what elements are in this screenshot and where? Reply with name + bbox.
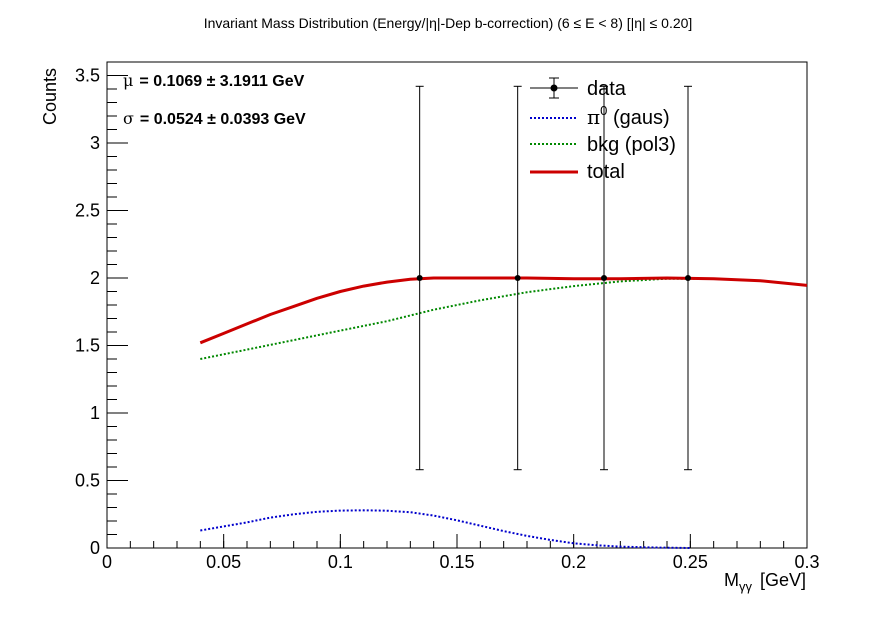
total-fit-curve bbox=[199, 276, 808, 345]
y-axis-title: Counts bbox=[40, 68, 60, 125]
data-point bbox=[601, 275, 607, 281]
y-tick-label: 3 bbox=[90, 133, 100, 153]
axis-ticks: 0 0.05 0.1 0.15 0.2 0.25 0.3 0 0.5 1 1.5 2 2.5 3 3.5 bbox=[75, 61, 820, 572]
y-tick-label: 2.5 bbox=[75, 201, 100, 221]
fit-sigma: σ = 0.0524 ± 0.0393 GeV bbox=[123, 109, 306, 128]
legend-pi0-symbol: π bbox=[587, 105, 600, 129]
y-tick-label: 1 bbox=[90, 403, 100, 423]
x-tick-label: 0.25 bbox=[673, 552, 708, 572]
fit-mu-value: = 0.1069 ± 3.1911 GeV bbox=[139, 73, 304, 90]
legend-data-marker bbox=[550, 84, 558, 92]
x-tick-label: 0.05 bbox=[206, 552, 241, 572]
plot-frame bbox=[106, 61, 808, 549]
data-point bbox=[416, 275, 423, 281]
legend-label-bkg: bkg (pol3) bbox=[587, 134, 676, 156]
data-point bbox=[514, 275, 521, 281]
fit-results: μ = 0.1069 ± 3.1911 GeV σ = 0.0524 ± 0.039… bbox=[123, 71, 306, 128]
legend-pi0-rest: (gaus) bbox=[607, 107, 669, 129]
fit-curves bbox=[199, 276, 808, 549]
legend-label-pi0: π0 (gaus) bbox=[587, 103, 670, 129]
fit-mu: μ = 0.1069 ± 3.1911 GeV bbox=[123, 71, 305, 90]
y-tick-label: 2 bbox=[90, 268, 100, 288]
fit-mu-symbol: μ bbox=[123, 71, 133, 90]
chart-title: Invariant Mass Distribution (Energy/|η|-… bbox=[204, 15, 693, 31]
y-tick-label: 0.5 bbox=[75, 471, 100, 491]
x-tick-label: 0.3 bbox=[794, 552, 819, 572]
data-point bbox=[685, 275, 691, 281]
fit-sigma-value: = 0.0524 ± 0.0393 GeV bbox=[140, 111, 306, 128]
x-axis-title-main: M bbox=[724, 570, 739, 590]
legend-label-total: total bbox=[587, 161, 625, 183]
x-tick-label: 0.2 bbox=[561, 552, 586, 572]
y-tick-label: 0 bbox=[90, 538, 100, 558]
x-axis-title: Mγγ [GeV] bbox=[724, 570, 806, 594]
x-tick-label: 0.1 bbox=[328, 552, 353, 572]
pi0-gaus-curve bbox=[200, 509, 691, 549]
x-axis-title-unit: [GeV] bbox=[760, 570, 806, 590]
legend: data π0 (gaus) bkg (pol3) total bbox=[530, 77, 676, 183]
legend-pi0-sup: 0 bbox=[600, 103, 607, 118]
legend-label-data: data bbox=[587, 78, 627, 100]
x-tick-label: 0.15 bbox=[439, 552, 474, 572]
y-tick-label: 1.5 bbox=[75, 336, 100, 356]
data-points bbox=[415, 85, 692, 471]
fit-sigma-symbol: σ bbox=[123, 109, 134, 128]
bkg-pol3-curve bbox=[200, 277, 808, 360]
x-axis-title-subscript: γγ bbox=[739, 579, 753, 594]
y-tick-label: 3.5 bbox=[75, 66, 100, 86]
x-tick-label: 0 bbox=[102, 552, 112, 572]
